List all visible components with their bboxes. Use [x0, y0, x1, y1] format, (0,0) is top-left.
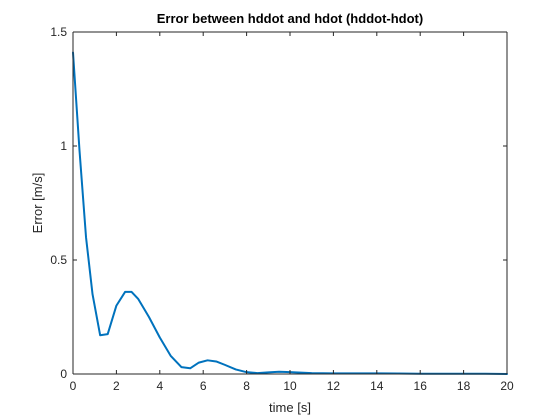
series-layer — [72, 51, 508, 375]
plot-area — [73, 32, 507, 374]
axes-layer: 0 2 4 6 8 10 12 14 16 18 20 0 0.5 1 1.5 — [50, 25, 514, 393]
x-tick-label: 0 — [70, 379, 77, 393]
x-tick-label: 4 — [156, 379, 163, 393]
chart-title: Error between hddot and hdot (hddot-hdot… — [157, 11, 423, 26]
x-tick-label: 18 — [457, 379, 471, 393]
y-tick-label: 0.5 — [50, 253, 67, 267]
x-tick-label: 2 — [113, 379, 120, 393]
x-tick-label: 16 — [414, 379, 428, 393]
y-tick-label: 1 — [60, 139, 67, 153]
y-axis-label: Error [m/s] — [30, 173, 45, 234]
x-tick-label: 8 — [243, 379, 250, 393]
y-tick-label: 1.5 — [50, 25, 67, 39]
series-line-0 — [72, 51, 508, 375]
x-tick-label: 10 — [283, 379, 297, 393]
x-axis-label: time [s] — [269, 400, 311, 415]
x-tick-label: 6 — [200, 379, 207, 393]
x-tick-label: 14 — [370, 379, 384, 393]
x-tick-label: 20 — [500, 379, 514, 393]
x-tick-label: 12 — [327, 379, 341, 393]
y-tick-label: 0 — [60, 367, 67, 381]
